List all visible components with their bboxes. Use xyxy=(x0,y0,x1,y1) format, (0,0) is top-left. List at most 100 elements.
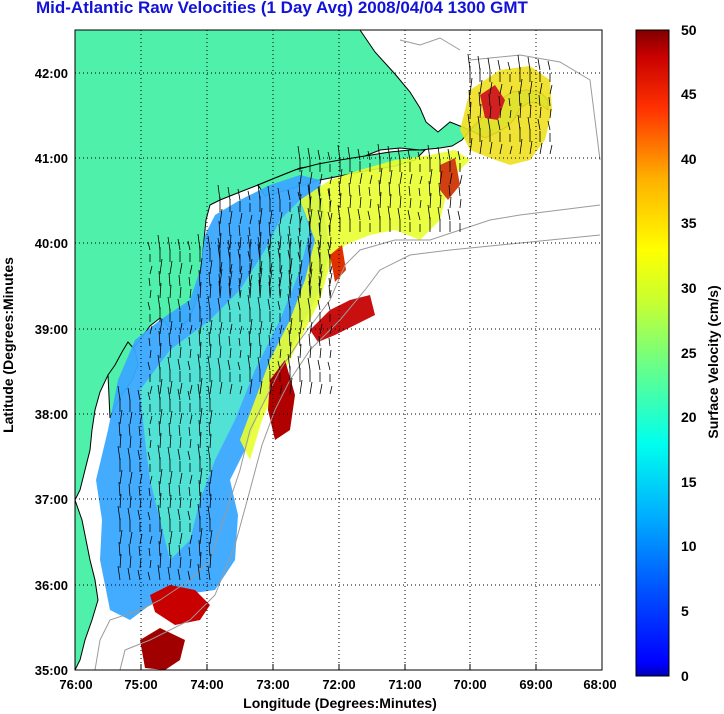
velocity-arrow xyxy=(169,320,173,335)
velocity-arrow xyxy=(228,275,231,287)
velocity-arrow xyxy=(258,219,261,237)
velocity-arrow xyxy=(179,262,183,275)
velocity-arrow xyxy=(187,570,191,581)
velocity-arrow xyxy=(519,78,523,95)
velocity-arrow xyxy=(359,196,362,209)
velocity-arrow xyxy=(419,199,422,209)
velocity-arrow xyxy=(238,284,241,297)
velocity-arrow xyxy=(229,210,233,225)
velocity-arrow xyxy=(208,541,211,557)
velocity-arrow xyxy=(528,92,531,107)
velocity-arrow xyxy=(187,510,191,521)
velocity-arrow xyxy=(217,237,221,251)
velocity-arrow xyxy=(149,559,152,569)
velocity-arrow xyxy=(287,249,291,261)
velocity-arrow xyxy=(309,268,313,285)
velocity-arrow xyxy=(397,207,401,221)
velocity-arrow xyxy=(299,239,302,249)
velocity-arrow xyxy=(227,186,231,201)
velocity-arrow xyxy=(479,139,483,155)
velocity-arrow xyxy=(447,148,451,161)
velocity-arrow xyxy=(297,355,301,371)
velocity-arrow xyxy=(499,107,502,119)
velocity-arrow xyxy=(209,469,213,485)
velocity-arrow xyxy=(469,137,473,155)
velocity-arrow xyxy=(158,480,161,497)
velocity-arrow xyxy=(307,357,311,371)
velocity-arrow xyxy=(317,239,321,251)
velocity-arrow xyxy=(129,495,132,509)
velocity-arrow xyxy=(278,336,281,347)
velocity-arrow xyxy=(207,235,211,251)
velocity-arrow xyxy=(149,535,153,545)
velocity-arrow xyxy=(507,61,511,71)
y-tick-label-7: 35:00 xyxy=(35,663,68,678)
velocity-arrow xyxy=(159,342,162,359)
velocity-arrow xyxy=(189,384,193,395)
velocity-arrow xyxy=(217,357,221,371)
velocity-arrow xyxy=(487,57,491,71)
velocity-arrow xyxy=(209,319,213,335)
velocity-arrow xyxy=(438,182,441,197)
velocity-arrow xyxy=(239,212,243,225)
velocity-arrow xyxy=(327,211,331,221)
velocity-arrow xyxy=(188,426,191,437)
velocity-arrows xyxy=(117,53,553,581)
velocity-arrow xyxy=(228,335,231,347)
colorbar-gradient xyxy=(635,29,670,677)
velocity-arrow xyxy=(317,246,321,261)
velocity-arrow xyxy=(269,209,273,225)
velocity-arrow xyxy=(247,190,251,201)
y-tick-label-0: 42:00 xyxy=(35,66,68,81)
velocity-arrow xyxy=(259,380,263,395)
velocity-arrow xyxy=(159,318,163,335)
velocity-arrow xyxy=(179,556,182,569)
velocity-arrow xyxy=(147,451,151,461)
velocity-arrow xyxy=(127,567,131,581)
velocity-arrow xyxy=(237,301,241,311)
velocity-arrow xyxy=(277,300,281,311)
bathymetry-contour-4 xyxy=(399,37,461,51)
velocity-arrow xyxy=(367,210,371,221)
velocity-arrow xyxy=(329,199,332,209)
velocity-arrow xyxy=(177,568,181,581)
velocity-patch-red4 xyxy=(140,628,185,670)
velocity-arrow xyxy=(247,250,251,261)
velocity-arrow xyxy=(199,407,203,425)
velocity-arrow xyxy=(328,284,331,297)
velocity-arrow xyxy=(287,189,291,201)
velocity-arrow xyxy=(478,91,481,107)
velocity-arrow xyxy=(209,379,213,395)
velocity-arrow xyxy=(319,287,322,299)
velocity-arrow xyxy=(189,348,192,359)
velocity-arrow xyxy=(177,238,181,251)
velocity-arrow xyxy=(459,198,462,209)
velocity-arrow xyxy=(137,569,141,581)
velocity-arrow xyxy=(317,359,321,371)
velocity-arrow xyxy=(319,323,323,335)
velocity-arrow xyxy=(399,171,403,185)
velocity-arrow xyxy=(269,262,273,275)
velocity-arrow xyxy=(158,540,161,557)
velocity-arrow xyxy=(159,408,163,425)
velocity-arrow xyxy=(119,529,123,545)
velocity-arrow xyxy=(179,496,182,509)
y-axis-label: Latitude (Degrees:Minutes xyxy=(0,257,16,433)
velocity-arrow xyxy=(219,381,223,395)
velocity-arrow xyxy=(417,151,421,161)
velocity-arrow xyxy=(179,286,182,299)
velocity-arrow xyxy=(117,565,121,581)
velocity-arrow xyxy=(187,450,191,461)
velocity-arrow xyxy=(177,358,181,371)
velocity-arrow xyxy=(227,246,231,261)
velocity-arrow xyxy=(508,97,511,107)
velocity-arrow xyxy=(527,116,531,131)
velocity-arrow xyxy=(299,169,303,185)
velocity-arrow xyxy=(329,175,333,185)
colorbar-tick-35: 35 xyxy=(681,215,697,231)
velocity-arrow xyxy=(477,55,481,71)
velocity-arrow xyxy=(279,271,283,285)
velocity-arrow xyxy=(159,492,162,509)
velocity-arrow xyxy=(289,273,293,285)
velocity-arrow xyxy=(477,115,481,131)
